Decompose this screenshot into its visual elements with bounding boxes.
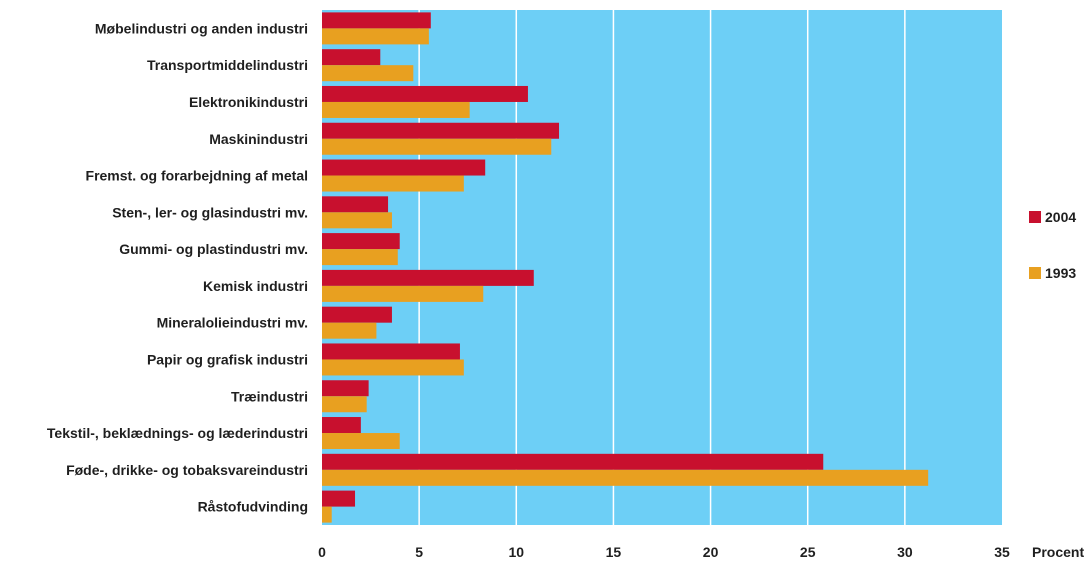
- x-tick-label: 20: [703, 544, 719, 560]
- category-label: Tekstil-, beklædnings- og læderindustri: [47, 425, 308, 441]
- bar-2004-13: [322, 490, 356, 507]
- category-label: Møbelindustri og anden industri: [95, 20, 308, 36]
- bar-2004-12: [322, 453, 824, 470]
- legend: 2004 1993: [1029, 209, 1076, 281]
- bars: [322, 12, 929, 523]
- category-label: Fremst. og forarbejdning af metal: [86, 168, 308, 184]
- x-tick-label: 30: [897, 544, 913, 560]
- bar-1993-10: [322, 396, 367, 413]
- legend-label-2004: 2004: [1045, 209, 1076, 225]
- bar-1993-4: [322, 175, 464, 192]
- category-label: Transportmiddelindustri: [147, 57, 308, 73]
- bar-2004-9: [322, 343, 460, 360]
- category-label: Papir og grafisk industri: [147, 351, 308, 367]
- x-tick-label: 5: [415, 544, 423, 560]
- bar-2004-3: [322, 122, 560, 139]
- bar-2004-2: [322, 85, 528, 102]
- x-tick-label: 15: [606, 544, 622, 560]
- bar-2004-7: [322, 269, 534, 286]
- x-tick-label: 0: [318, 544, 326, 560]
- category-label: Råstofudvinding: [198, 499, 308, 515]
- category-label: Gummi- og plastindustri mv.: [119, 241, 308, 257]
- bar-2004-10: [322, 380, 369, 397]
- bar-2004-1: [322, 49, 381, 66]
- legend-swatch-2004: [1029, 211, 1041, 223]
- bar-2004-8: [322, 306, 392, 323]
- x-tick-label: 35: [994, 544, 1010, 560]
- legend-label-1993: 1993: [1045, 265, 1076, 281]
- bar-1993-7: [322, 285, 484, 302]
- legend-swatch-1993: [1029, 267, 1041, 279]
- bar-1993-1: [322, 65, 414, 82]
- category-label: Føde-, drikke- og tobaksvareindustri: [66, 462, 308, 478]
- x-tick-labels: 0 5 10 15 20 25 30 35: [318, 544, 1010, 560]
- bar-1993-2: [322, 101, 470, 118]
- category-label: Træindustri: [231, 388, 308, 404]
- bar-1993-6: [322, 249, 398, 266]
- category-label: Kemisk industri: [203, 278, 308, 294]
- bar-2004-5: [322, 196, 389, 213]
- bar-2004-4: [322, 159, 486, 176]
- x-tick-label: 25: [800, 544, 816, 560]
- bar-2004-0: [322, 12, 431, 29]
- bar-1993-8: [322, 322, 377, 339]
- bar-1993-5: [322, 212, 392, 229]
- x-axis-label: Procent: [1032, 544, 1084, 560]
- bar-1993-3: [322, 138, 552, 155]
- category-label: Mineralolieindustri mv.: [157, 315, 308, 331]
- bar-2004-6: [322, 233, 400, 250]
- bar-1993-11: [322, 433, 400, 450]
- bar-1993-12: [322, 469, 929, 486]
- category-labels: Møbelindustri og anden industri Transport…: [47, 20, 308, 514]
- bar-1993-9: [322, 359, 464, 376]
- category-label: Maskinindustri: [209, 131, 308, 147]
- bar-1993-13: [322, 506, 332, 523]
- x-tick-label: 10: [508, 544, 524, 560]
- bar-2004-11: [322, 417, 361, 434]
- category-label: Sten-, ler- og glasindustri mv.: [112, 204, 308, 220]
- category-label: Elektronikindustri: [189, 94, 308, 110]
- bar-1993-0: [322, 28, 429, 45]
